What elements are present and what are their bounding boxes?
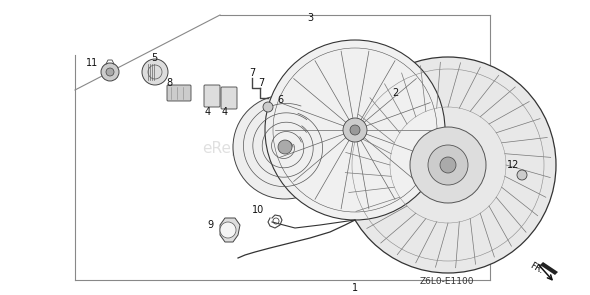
Polygon shape xyxy=(220,218,240,242)
Circle shape xyxy=(428,145,468,185)
Polygon shape xyxy=(540,262,558,275)
Text: 5: 5 xyxy=(151,53,157,63)
Text: 1: 1 xyxy=(352,283,358,293)
Text: 8: 8 xyxy=(166,78,172,88)
Circle shape xyxy=(410,127,486,203)
Text: 2: 2 xyxy=(392,88,398,98)
Text: 12: 12 xyxy=(507,160,519,170)
Circle shape xyxy=(517,170,527,180)
Text: eReplacementParts.com: eReplacementParts.com xyxy=(202,140,388,155)
Circle shape xyxy=(106,68,114,76)
FancyBboxPatch shape xyxy=(204,85,220,107)
Circle shape xyxy=(440,157,456,173)
FancyBboxPatch shape xyxy=(167,85,191,101)
Text: 7: 7 xyxy=(249,68,255,78)
Circle shape xyxy=(101,63,119,81)
Text: 11: 11 xyxy=(86,58,98,68)
Circle shape xyxy=(142,59,168,85)
Text: 4: 4 xyxy=(205,107,211,117)
Circle shape xyxy=(340,57,556,273)
Circle shape xyxy=(350,125,360,135)
Text: Z6L0-E1100: Z6L0-E1100 xyxy=(420,278,474,286)
Circle shape xyxy=(233,95,337,199)
Text: 10: 10 xyxy=(252,205,264,215)
Circle shape xyxy=(263,102,273,112)
Circle shape xyxy=(220,222,236,238)
Text: 6: 6 xyxy=(277,95,283,105)
Text: 7: 7 xyxy=(258,78,264,88)
Circle shape xyxy=(278,140,292,154)
Text: FR.: FR. xyxy=(528,261,545,275)
Text: 9: 9 xyxy=(207,220,213,230)
Text: 4: 4 xyxy=(222,107,228,117)
Circle shape xyxy=(265,40,445,220)
Circle shape xyxy=(343,118,367,142)
Text: 3: 3 xyxy=(307,13,313,23)
FancyBboxPatch shape xyxy=(221,87,237,109)
